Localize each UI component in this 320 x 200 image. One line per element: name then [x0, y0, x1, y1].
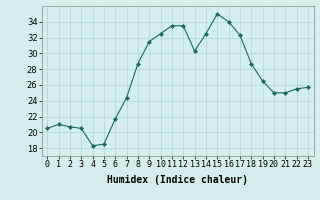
X-axis label: Humidex (Indice chaleur): Humidex (Indice chaleur) — [107, 175, 248, 185]
